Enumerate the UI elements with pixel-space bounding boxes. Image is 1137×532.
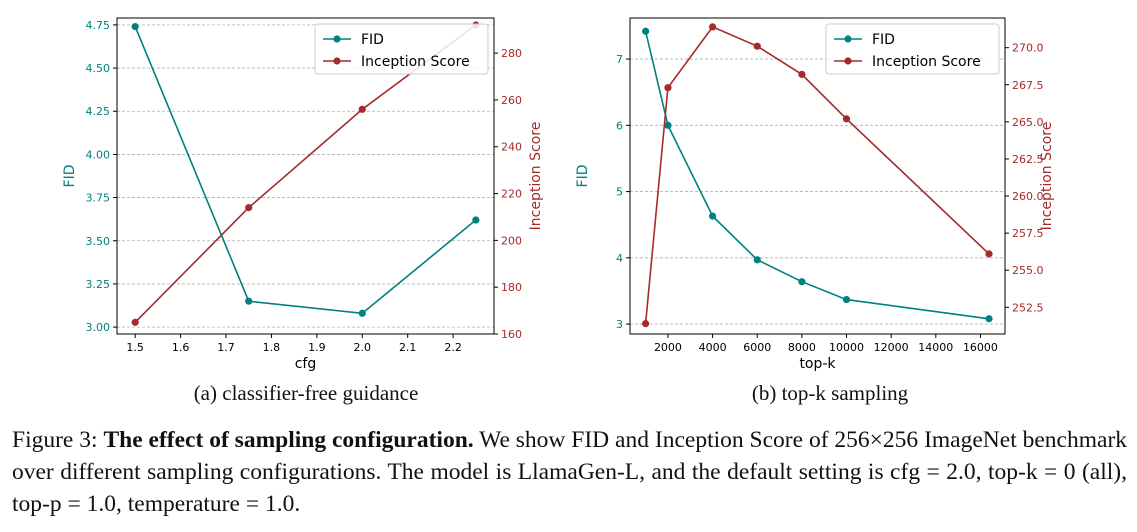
y-right-tick-label: 255.0 — [1012, 264, 1044, 277]
data-point — [131, 23, 139, 31]
x-axis-label: top-k — [799, 356, 836, 372]
subplot-caption: (b) top-k sampling — [752, 381, 909, 405]
data-point — [708, 212, 717, 220]
y-right-tick-label: 220 — [501, 188, 522, 201]
y-right-tick-label: 252.5 — [1012, 301, 1044, 314]
charts-svg: 1.5 1.6 1.7 1.8 1.9 2.0 2.1 2.2 3.00 3.25 3.50 3.75… — [62, 17, 1055, 405]
legend-label: Inception Score — [361, 54, 470, 70]
data-point — [642, 320, 650, 328]
subplot-caption: (a) classifier-free guidance — [194, 381, 419, 405]
y-right-tick-label: 180 — [501, 281, 522, 294]
y-right-tick-label: 240 — [501, 141, 522, 154]
y-left-tick-label: 3.00 — [86, 321, 111, 334]
data-point — [753, 42, 761, 50]
x-tick-label: 12000 — [874, 341, 909, 354]
data-point — [131, 318, 139, 326]
y-left-tick-label: 4.50 — [86, 62, 111, 75]
y-right-tick-label: 260 — [501, 94, 522, 107]
data-point — [358, 105, 366, 113]
data-point — [798, 70, 806, 78]
y-right-tick-label: 267.5 — [1012, 79, 1044, 92]
x-tick-label: 2.2 — [444, 341, 462, 354]
data-point — [358, 309, 366, 317]
legend-marker — [844, 35, 852, 43]
chart-top-k: 2000 4000 6000 8000 10000 12000 14000 16000 3 4 5 6… — [575, 17, 1055, 405]
x-tick-label: 1.9 — [308, 341, 326, 354]
x-tick-label: 10000 — [829, 341, 864, 354]
data-point — [842, 295, 851, 304]
y-left-tick-label: 3 — [616, 318, 623, 331]
y-right-tick-label: 160 — [501, 328, 522, 341]
y-left-axis-label: FID — [575, 165, 591, 188]
x-tick-label: 1.8 — [263, 341, 281, 354]
data-point — [985, 250, 993, 258]
legend-box — [825, 23, 1000, 75]
data-point — [664, 121, 672, 129]
data-point — [798, 278, 806, 286]
y-right-axis-label: Inception Score — [528, 122, 544, 231]
y-left-tick-label: 6 — [616, 119, 623, 132]
y-right-tick-label: 257.5 — [1012, 227, 1044, 240]
y-right-tick-label: 280 — [501, 47, 522, 60]
x-tick-label: 1.5 — [126, 341, 144, 354]
y-left-tick-label: 4.00 — [86, 148, 111, 161]
data-point — [985, 315, 993, 323]
x-tick-label: 8000 — [788, 341, 816, 354]
y-right-tick-label: 265.0 — [1012, 116, 1044, 129]
plot-frame — [629, 17, 1006, 335]
figure-caption-text: We show FID and Inception Score of 256×2… — [12, 427, 1128, 517]
figure-caption-label: Figure 3: — [12, 427, 98, 453]
x-tick-label: 2.0 — [354, 341, 372, 354]
data-point — [753, 256, 761, 264]
data-point — [842, 115, 851, 123]
figure-caption-bold: The effect of sampling configuration. — [103, 427, 474, 453]
data-point — [245, 297, 253, 305]
x-tick-label: 14000 — [918, 341, 953, 354]
data-point — [472, 216, 480, 224]
y-right-tick-label: 200 — [501, 234, 522, 247]
legend-label: FID — [872, 32, 895, 48]
x-tick-label: 1.6 — [172, 341, 190, 354]
plot-frame — [116, 17, 495, 335]
data-point — [245, 204, 253, 212]
chart-cfg: 1.5 1.6 1.7 1.8 1.9 2.0 2.1 2.2 3.00 3.25 3.50 3.75… — [62, 17, 544, 405]
y-right-tick-label: 260.0 — [1012, 190, 1044, 203]
y-right-axis-label: Inception Score — [1039, 122, 1055, 231]
legend-marker — [844, 57, 852, 65]
y-left-tick-label: 7 — [616, 53, 623, 66]
y-left-tick-label: 5 — [616, 186, 623, 199]
y-left-tick-label: 4 — [616, 252, 623, 265]
x-tick-label: 2000 — [654, 341, 682, 354]
legend-marker — [333, 35, 341, 43]
y-left-tick-label: 4.75 — [86, 19, 111, 32]
y-left-tick-label: 3.75 — [86, 192, 111, 205]
data-point — [708, 23, 717, 31]
y-right-tick-label: 270.0 — [1012, 42, 1044, 55]
x-tick-label: 6000 — [743, 341, 771, 354]
figure-caption: Figure 3: The effect of sampling configu… — [12, 424, 1127, 520]
y-left-axis-label: FID — [62, 165, 78, 188]
y-right-tick-label: 262.5 — [1012, 153, 1044, 166]
series-line-fid — [134, 26, 477, 315]
legend-label: Inception Score — [872, 54, 981, 70]
x-tick-label: 16000 — [963, 341, 998, 354]
x-axis-label: cfg — [295, 356, 317, 372]
x-tick-label: 1.7 — [217, 341, 235, 354]
x-tick-label: 2.1 — [399, 341, 417, 354]
y-left-tick-label: 3.25 — [86, 278, 111, 291]
data-point — [664, 84, 672, 92]
legend-marker — [333, 57, 341, 65]
legend-box — [314, 23, 489, 75]
x-tick-label: 4000 — [699, 341, 727, 354]
legend-label: FID — [361, 32, 384, 48]
y-left-tick-label: 4.25 — [86, 105, 111, 118]
data-point — [642, 27, 650, 35]
y-left-tick-label: 3.50 — [86, 235, 111, 248]
